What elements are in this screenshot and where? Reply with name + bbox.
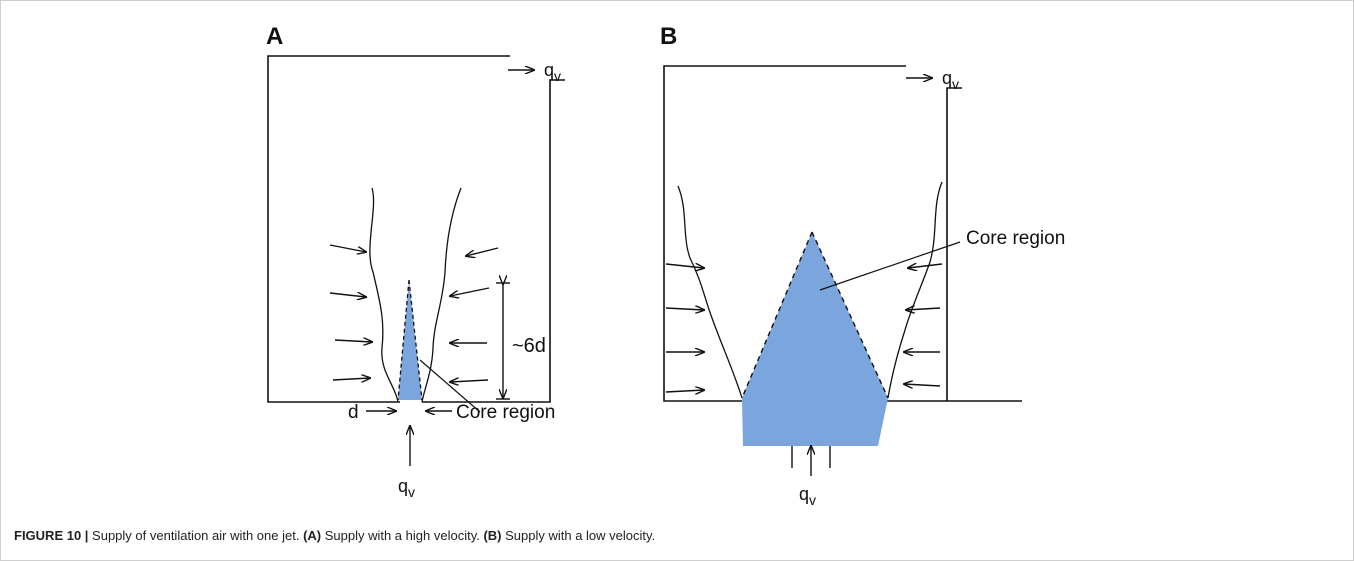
caption-text: Supply of ventilation air with one jet.	[88, 528, 304, 543]
panel-a-room-wall-right	[422, 79, 565, 403]
panel-b-room-wall	[663, 65, 906, 402]
panel-b-inlet-label: qv	[799, 484, 816, 508]
panel-b-entrain-arrow	[904, 384, 941, 386]
panel-a-letter: A	[266, 23, 283, 50]
panel-b: B qv Core region qv	[660, 23, 1065, 508]
panel-a-entrain-arrow	[329, 293, 366, 297]
panel-a-entrain-arrow	[334, 340, 372, 342]
panel-b-core-label: Core region	[966, 228, 1065, 249]
panel-b-jet-boundary-right	[887, 181, 943, 399]
panel-b-entrain-arrow	[665, 390, 704, 392]
panel-a-entrain-arrow	[332, 378, 370, 380]
panel-a-entrain-arrow	[450, 380, 489, 382]
ventilation-jet-diagram: A qv ~6d d Co	[266, 23, 1065, 508]
panel-a-inlet-label: qv	[398, 476, 415, 500]
panel-a-outlet-q: qv	[544, 60, 561, 84]
panel-a-core-edge	[397, 279, 423, 401]
figure-caption: FIGURE 10 | Supply of ventilation air wi…	[14, 528, 655, 543]
panel-a-core-label: Core region	[456, 402, 555, 423]
panel-a-entrain-arrow	[466, 247, 499, 256]
panel-a-jet-boundary-left	[369, 187, 399, 403]
panel-a-room-wall	[267, 55, 510, 403]
panel-a-entrain-arrow	[329, 244, 366, 252]
panel-b-entrain-arrow	[906, 308, 941, 310]
panel-a-entrain-arrow	[450, 287, 490, 296]
panel-a-core-leader	[419, 359, 481, 413]
panel-b-outlet-label: qv	[942, 68, 959, 92]
panel-b-jet-boundary-left	[677, 185, 743, 399]
panel-a-jet-boundary-right	[421, 187, 462, 403]
panel-b-core-edge	[741, 231, 889, 399]
panel-a-dimension-label: ~6d	[512, 335, 546, 357]
caption-part-b-text: Supply with a low velocity.	[501, 528, 656, 543]
panel-b-entrain-arrow	[665, 308, 704, 310]
caption-figure-label: FIGURE 10 |	[14, 528, 89, 543]
panel-b-room-wall-right	[946, 87, 962, 401]
panel-a-core-region	[398, 280, 422, 400]
panel-a: A qv ~6d d Co	[266, 23, 565, 500]
caption-part-a-text: Supply with a high velocity.	[321, 528, 484, 543]
panel-a-outlet-label: qv	[544, 60, 561, 84]
caption-part-b-label: (B)	[483, 528, 502, 543]
panel-a-nozzle-label: d	[348, 402, 359, 423]
panel-b-entrain-arrow	[908, 264, 943, 268]
panel-b-core-region	[742, 232, 888, 446]
panel-b-letter: B	[660, 23, 677, 50]
caption-part-a-label: (A)	[303, 528, 322, 543]
panel-b-entrain-arrow	[665, 264, 704, 268]
panel-b-core-leader	[819, 241, 961, 291]
